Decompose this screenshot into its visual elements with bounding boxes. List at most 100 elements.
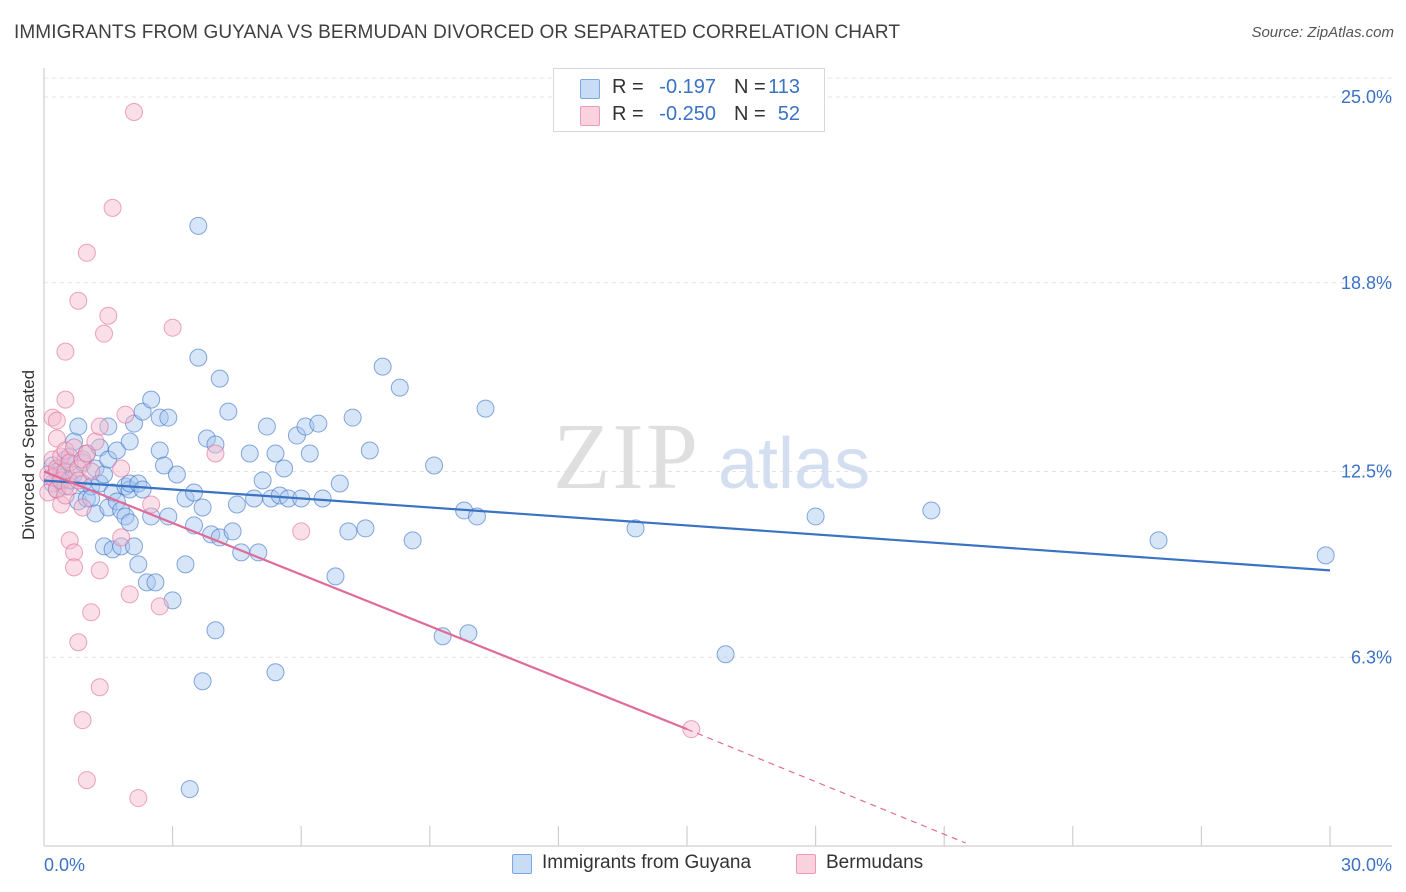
guyana-point (309, 414, 328, 433)
guyana-point (159, 408, 178, 427)
series-bermudans-points (39, 102, 701, 808)
bermudan-point (52, 495, 71, 514)
guyana-point (343, 408, 362, 427)
bermudan-point (163, 318, 182, 337)
legend-swatch-guyana (512, 854, 532, 874)
guyana-point (129, 555, 148, 574)
bermudan-point (129, 789, 148, 808)
guyana-point (107, 441, 126, 460)
bermudan-point (150, 597, 169, 616)
bermudan-point (90, 678, 109, 697)
guyana-point (69, 417, 88, 436)
gridlines (44, 77, 1392, 658)
guyana-point (330, 474, 349, 493)
bermudan-point (56, 390, 75, 409)
guyana-point (193, 672, 212, 691)
bermudan-point (292, 522, 311, 541)
guyana-point (266, 444, 285, 463)
bermudan-point (69, 471, 88, 490)
guyana-point (133, 480, 152, 499)
r-label: R = (612, 76, 644, 98)
bermudan-point (112, 528, 131, 547)
trend-lines (43, 470, 1331, 844)
bermudan-point (69, 633, 88, 652)
guyana-point (476, 399, 495, 418)
guyana-point (193, 498, 212, 517)
legend-swatch-bermudans (580, 106, 600, 126)
guyana-point (922, 501, 941, 520)
bermudan-point (47, 411, 66, 430)
bermudan-point (116, 405, 135, 424)
guyana-point (390, 378, 409, 397)
n-value: 52 (777, 103, 800, 125)
legend-swatch-guyana (580, 79, 600, 99)
guyana-point (227, 495, 246, 514)
legend-label-guyana: Immigrants from Guyana (542, 852, 752, 873)
guyana-point (339, 522, 358, 541)
series-legend: Immigrants from Guyana Bermudans (0, 852, 1406, 878)
bermudan-point (56, 342, 75, 361)
guyana-point (125, 537, 144, 556)
guyana-point (326, 567, 345, 586)
bermudan-point (99, 306, 118, 325)
n-value: 113 (768, 76, 800, 98)
guyana-point (626, 519, 645, 538)
guyana-point (77, 489, 96, 508)
guyana-point (1149, 531, 1168, 550)
trend-line-guyana (43, 479, 1331, 572)
guyana-point (120, 432, 139, 451)
guyana-point (189, 216, 208, 235)
bermudan-point (60, 531, 79, 550)
y-tick-label: 12.5% (1341, 462, 1392, 482)
r-label: R = (612, 103, 644, 125)
guyana-point (210, 369, 229, 388)
guyana-point (403, 531, 422, 550)
legend-label-bermudans: Bermudans (826, 852, 924, 873)
guyana-point (266, 663, 285, 682)
bermudan-point (77, 771, 96, 790)
y-tick-label: 18.8% (1341, 273, 1392, 293)
r-value: -0.250 (659, 103, 716, 125)
bermudan-point (112, 459, 131, 478)
guyana-point (240, 444, 259, 463)
bermudan-point (103, 198, 122, 217)
bermudan-point (142, 495, 161, 514)
guyana-point (223, 522, 242, 541)
guyana-point (176, 555, 195, 574)
guyana-point (146, 573, 165, 592)
guyana-point (155, 456, 174, 475)
n-label: N = (734, 103, 766, 125)
x-tick-label: 0.0% (44, 855, 85, 875)
chart-title: IMMIGRANTS FROM GUYANA VS BERMUDAN DIVOR… (14, 22, 901, 43)
bermudan-point (82, 462, 101, 481)
bermudan-point (82, 603, 101, 622)
bermudan-point (90, 561, 109, 580)
bermudan-point (125, 102, 144, 121)
bermudan-point (90, 417, 109, 436)
guyana-point (219, 402, 238, 421)
bermudan-point (682, 720, 701, 739)
bermudan-point (65, 543, 84, 562)
bermudan-point (56, 486, 75, 505)
bermudan-point (69, 291, 88, 310)
y-tick-label: 25.0% (1341, 87, 1392, 107)
legend-row-guyana: R = -0.197 N = 113 (554, 75, 824, 101)
guyana-point (142, 390, 161, 409)
bermudan-point (95, 324, 114, 343)
r-value: -0.197 (659, 76, 716, 98)
y-axis-label: Divorced or Separated (19, 370, 38, 540)
guyana-point (245, 489, 264, 508)
x-tick-label: 30.0% (1341, 855, 1392, 875)
guyana-point (425, 456, 444, 475)
y-tick-labels: 6.3% 12.5% 18.8% 25.0% (1341, 87, 1392, 667)
trend-line-bermudans-extension (686, 728, 966, 844)
legend-row-bermudans: R = -0.250 N = 52 (554, 102, 824, 128)
guyana-point (167, 465, 186, 484)
bermudan-point (73, 498, 92, 517)
guyana-point (275, 459, 294, 478)
guyana-point (1316, 546, 1335, 565)
guyana-point (300, 444, 319, 463)
guyana-point (120, 513, 139, 532)
bermudan-point (120, 585, 139, 604)
guyana-point (360, 441, 379, 460)
